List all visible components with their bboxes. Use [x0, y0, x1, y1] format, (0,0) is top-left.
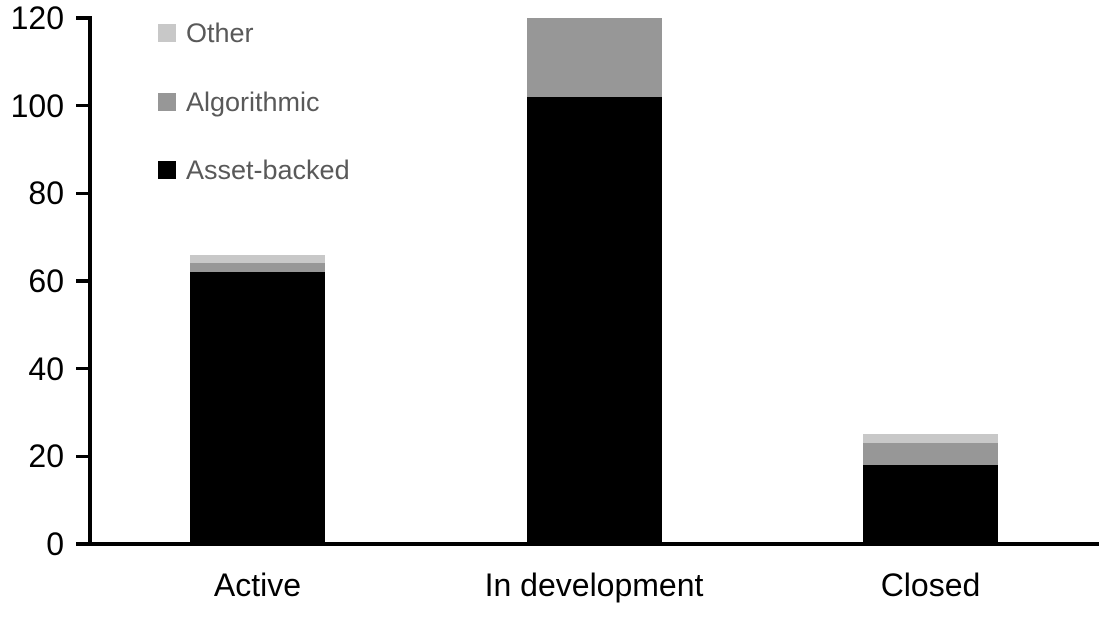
- legend-item-other: Other: [158, 16, 254, 50]
- legend-label: Algorithmic: [186, 87, 320, 117]
- y-axis-tick-mark: [76, 366, 90, 371]
- bar-segment-algorithmic-closed: [863, 443, 998, 466]
- legend-swatch-icon: [158, 24, 176, 42]
- bar-segment-asset-backed-in-development: [526, 96, 662, 544]
- bar-segment-asset-backed-closed: [863, 465, 998, 544]
- y-axis-tick-label: 0: [46, 526, 64, 562]
- y-axis-tick-mark: [76, 103, 90, 108]
- x-axis-label-active: Active: [213, 567, 302, 603]
- legend-item-algorithmic: Algorithmic: [158, 85, 320, 119]
- y-axis-tick-label: 100: [10, 87, 64, 124]
- bar-segment-other-closed: [863, 434, 998, 444]
- bar-segment-other-active: [190, 254, 325, 264]
- legend-label: Other: [186, 18, 254, 48]
- y-axis-tick-label: 60: [28, 263, 64, 299]
- legend-swatch-icon: [158, 93, 176, 111]
- y-axis-tick-mark: [76, 191, 90, 196]
- legend-item-asset-backed: Asset-backed: [158, 153, 350, 187]
- x-axis-label-in-development: In development: [484, 567, 704, 603]
- y-axis-tick-label: 20: [28, 438, 64, 475]
- bar-segment-algorithmic-active: [190, 263, 325, 273]
- y-axis-tick-mark: [76, 279, 90, 283]
- bar-segment-algorithmic-in-development: [526, 18, 662, 97]
- y-axis-tick-label: 120: [10, 0, 64, 36]
- y-axis-tick-label: 80: [28, 175, 64, 212]
- legend-swatch-icon: [158, 161, 176, 179]
- x-axis-line: [77, 541, 1099, 546]
- bar-segment-asset-backed-active: [190, 272, 325, 544]
- y-axis-tick-mark: [76, 16, 90, 20]
- y-axis-tick-label: 40: [28, 350, 64, 387]
- y-axis-tick-mark: [76, 454, 90, 459]
- legend-label: Asset-backed: [186, 155, 350, 185]
- x-axis-label-closed: Closed: [880, 567, 981, 603]
